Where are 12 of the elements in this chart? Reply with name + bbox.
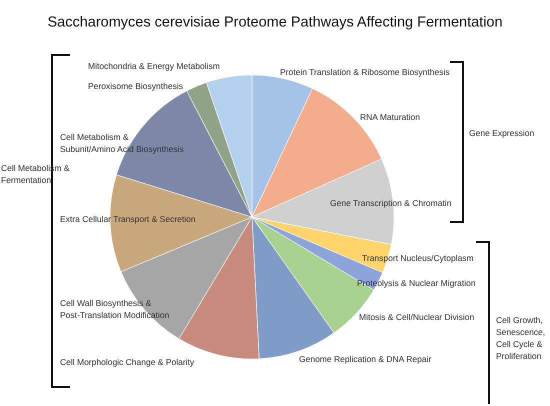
slice-label: Protein Translation & Ribosome Biosynthesis bbox=[280, 67, 450, 77]
chart-title: Saccharomyces cerevisiae Proteome Pathways Affecting Fermentation bbox=[47, 14, 503, 30]
text: Gene Expression bbox=[469, 128, 534, 138]
slice-label: Mitosis & Cell/Nuclear Division bbox=[359, 312, 475, 322]
slice-label: Cell Wall Biosynthesis & Post-Translation Modification bbox=[60, 298, 170, 320]
slice-label: Gene Transcription & Chromatin bbox=[330, 198, 452, 208]
slice-label: Peroxisome Biosynthesis bbox=[88, 81, 183, 91]
slice-label: Genome Replication & DNA Repair bbox=[299, 354, 432, 364]
slice-label: RNA Maturation bbox=[360, 112, 420, 122]
slice-label: Mitochondria & Energy Metabolism bbox=[88, 61, 220, 71]
slice-label: Cell Morphologic Change & Polarity bbox=[60, 357, 195, 367]
text: Cell Growth, Senescence, Cell Cycle & Proliferation bbox=[496, 315, 546, 361]
